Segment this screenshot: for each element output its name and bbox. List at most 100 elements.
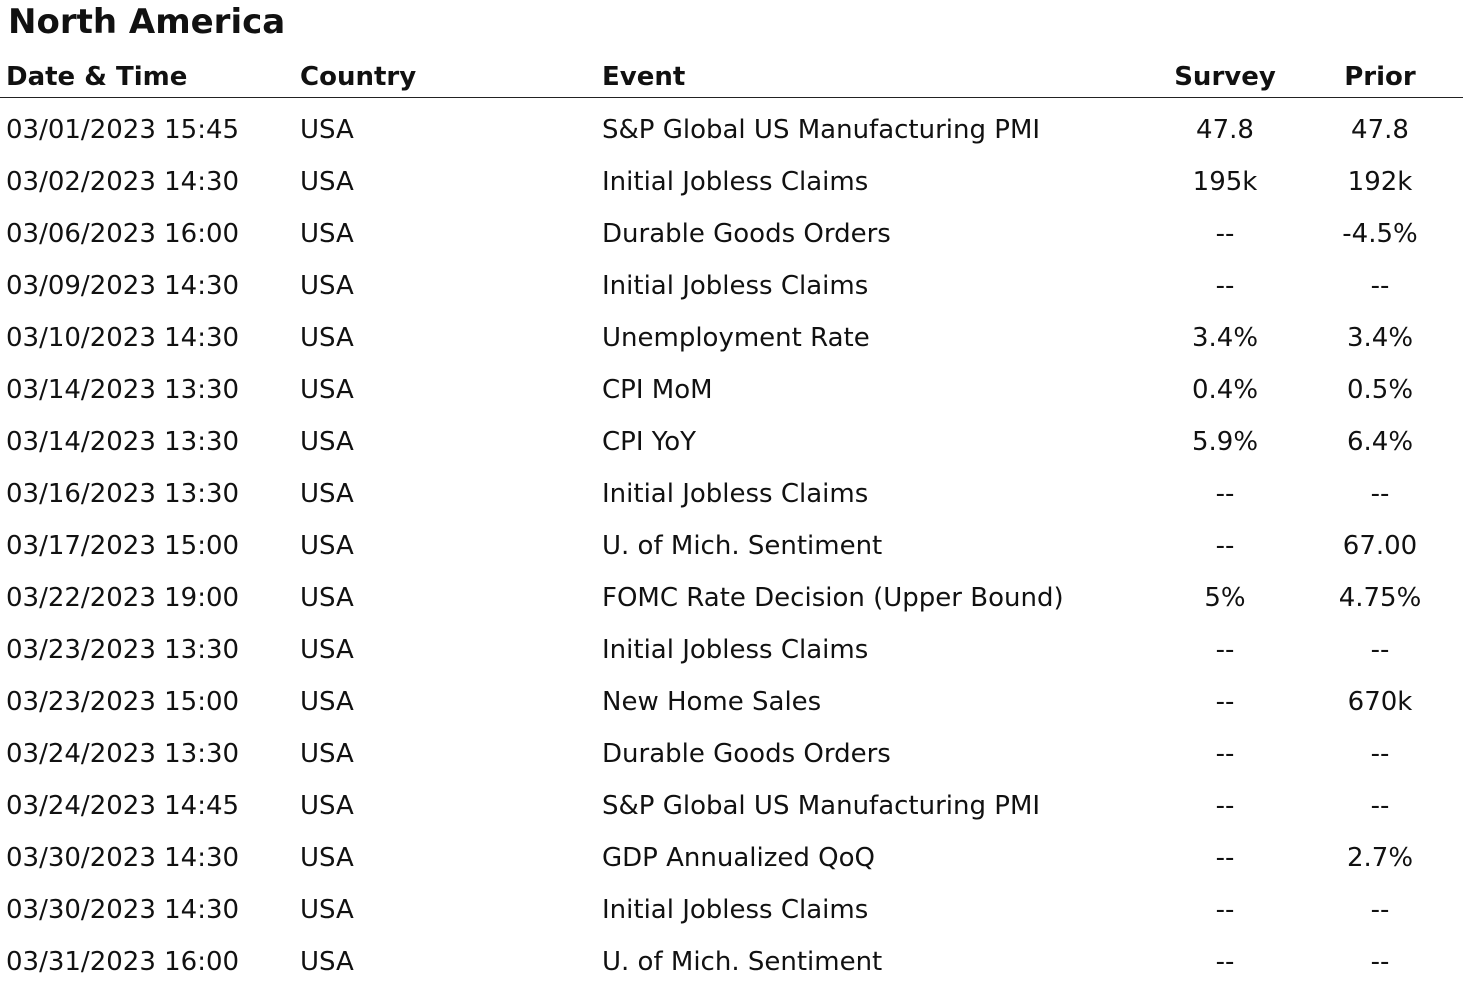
table-row: 03/31/2023 16:00 USA U. of Mich. Sentime… <box>0 936 1463 988</box>
cell-survey: 5.9% <box>1191 427 1259 457</box>
cell-country: USA <box>300 687 354 717</box>
cell-event: Initial Jobless Claims <box>602 271 869 301</box>
table-row: 03/30/2023 14:30 USA GDP Annualized QoQ … <box>0 832 1463 884</box>
cell-date-time: 03/23/2023 13:30 <box>6 635 240 665</box>
table-row: 03/24/2023 13:30 USA Durable Goods Order… <box>0 728 1463 780</box>
cell-country: USA <box>300 167 354 197</box>
table-body: 03/01/2023 15:45 USA S&P Global US Manuf… <box>0 104 1463 988</box>
cell-date-time: 03/14/2023 13:30 <box>6 427 240 457</box>
cell-event: Initial Jobless Claims <box>602 479 869 509</box>
cell-survey: -- <box>1215 947 1235 977</box>
cell-country: USA <box>300 115 354 145</box>
cell-event: New Home Sales <box>602 687 822 717</box>
table-row: 03/09/2023 14:30 USA Initial Jobless Cla… <box>0 260 1463 312</box>
cell-date-time: 03/30/2023 14:30 <box>6 895 240 925</box>
table-row: 03/06/2023 16:00 USA Durable Goods Order… <box>0 208 1463 260</box>
cell-date-time: 03/10/2023 14:30 <box>6 323 240 353</box>
cell-country: USA <box>300 427 354 457</box>
cell-country: USA <box>300 843 354 873</box>
cell-prior: -- <box>1370 635 1390 665</box>
cell-event: FOMC Rate Decision (Upper Bound) <box>602 583 1064 613</box>
column-header-survey: Survey <box>1174 62 1276 92</box>
cell-event: CPI MoM <box>602 375 713 405</box>
cell-country: USA <box>300 323 354 353</box>
cell-survey: 3.4% <box>1191 323 1259 353</box>
cell-survey: 195k <box>1192 167 1258 197</box>
cell-country: USA <box>300 739 354 769</box>
cell-survey: 47.8 <box>1196 115 1254 145</box>
cell-prior: 2.7% <box>1346 843 1414 873</box>
cell-country: USA <box>300 531 354 561</box>
cell-prior: 192k <box>1347 167 1413 197</box>
cell-date-time: 03/23/2023 15:00 <box>6 687 240 717</box>
cell-event: Durable Goods Orders <box>602 739 891 769</box>
cell-date-time: 03/16/2023 13:30 <box>6 479 240 509</box>
cell-event: Durable Goods Orders <box>602 219 891 249</box>
cell-date-time: 03/30/2023 14:30 <box>6 843 240 873</box>
cell-country: USA <box>300 947 354 977</box>
cell-country: USA <box>300 635 354 665</box>
column-header-date-time: Date & Time <box>6 62 188 92</box>
cell-date-time: 03/22/2023 19:00 <box>6 583 240 613</box>
cell-country: USA <box>300 479 354 509</box>
cell-date-time: 03/14/2023 13:30 <box>6 375 240 405</box>
cell-survey: -- <box>1215 895 1235 925</box>
cell-date-time: 03/09/2023 14:30 <box>6 271 240 301</box>
cell-event: Initial Jobless Claims <box>602 635 869 665</box>
cell-event: S&P Global US Manufacturing PMI <box>602 791 1041 821</box>
cell-event: CPI YoY <box>602 427 696 457</box>
economic-calendar-table: Date & Time Country Event Survey Prior 0… <box>0 58 1463 988</box>
table-row: 03/23/2023 15:00 USA New Home Sales -- 6… <box>0 676 1463 728</box>
cell-country: USA <box>300 375 354 405</box>
cell-survey: 0.4% <box>1191 375 1259 405</box>
cell-prior: -- <box>1370 271 1390 301</box>
table-row: 03/24/2023 14:45 USA S&P Global US Manuf… <box>0 780 1463 832</box>
cell-country: USA <box>300 219 354 249</box>
cell-prior: 4.75% <box>1338 583 1422 613</box>
cell-survey: -- <box>1215 635 1235 665</box>
cell-survey: 5% <box>1204 583 1246 613</box>
cell-prior: 6.4% <box>1346 427 1414 457</box>
cell-event: Unemployment Rate <box>602 323 870 353</box>
cell-survey: -- <box>1215 531 1235 561</box>
cell-date-time: 03/02/2023 14:30 <box>6 167 240 197</box>
table-row: 03/22/2023 19:00 USA FOMC Rate Decision … <box>0 572 1463 624</box>
cell-event: U. of Mich. Sentiment <box>602 531 883 561</box>
cell-prior: 3.4% <box>1346 323 1414 353</box>
cell-prior: -- <box>1370 895 1390 925</box>
table-row: 03/14/2023 13:30 USA CPI YoY 5.9% 6.4% <box>0 416 1463 468</box>
page-title: North America <box>8 2 286 42</box>
cell-date-time: 03/17/2023 15:00 <box>6 531 240 561</box>
table-header-row: Date & Time Country Event Survey Prior <box>0 58 1463 98</box>
table-row: 03/01/2023 15:45 USA S&P Global US Manuf… <box>0 104 1463 156</box>
cell-survey: -- <box>1215 791 1235 821</box>
cell-survey: -- <box>1215 843 1235 873</box>
cell-date-time: 03/24/2023 14:45 <box>6 791 240 821</box>
table-row: 03/30/2023 14:30 USA Initial Jobless Cla… <box>0 884 1463 936</box>
cell-country: USA <box>300 895 354 925</box>
cell-country: USA <box>300 583 354 613</box>
cell-survey: -- <box>1215 739 1235 769</box>
cell-date-time: 03/24/2023 13:30 <box>6 739 240 769</box>
cell-prior: -4.5% <box>1342 219 1418 249</box>
table-row: 03/16/2023 13:30 USA Initial Jobless Cla… <box>0 468 1463 520</box>
table-row: 03/02/2023 14:30 USA Initial Jobless Cla… <box>0 156 1463 208</box>
cell-prior: 670k <box>1347 687 1413 717</box>
cell-survey: -- <box>1215 687 1235 717</box>
cell-prior: -- <box>1370 479 1390 509</box>
table-row: 03/10/2023 14:30 USA Unemployment Rate 3… <box>0 312 1463 364</box>
cell-survey: -- <box>1215 479 1235 509</box>
cell-event: GDP Annualized QoQ <box>602 843 875 873</box>
table-row: 03/23/2023 13:30 USA Initial Jobless Cla… <box>0 624 1463 676</box>
cell-event: U. of Mich. Sentiment <box>602 947 883 977</box>
cell-date-time: 03/01/2023 15:45 <box>6 115 240 145</box>
cell-event: S&P Global US Manufacturing PMI <box>602 115 1041 145</box>
cell-survey: -- <box>1215 219 1235 249</box>
cell-survey: -- <box>1215 271 1235 301</box>
column-header-country: Country <box>300 62 417 92</box>
cell-prior: 0.5% <box>1346 375 1414 405</box>
cell-prior: 67.00 <box>1342 531 1418 561</box>
cell-country: USA <box>300 791 354 821</box>
cell-prior: -- <box>1370 739 1390 769</box>
cell-country: USA <box>300 271 354 301</box>
